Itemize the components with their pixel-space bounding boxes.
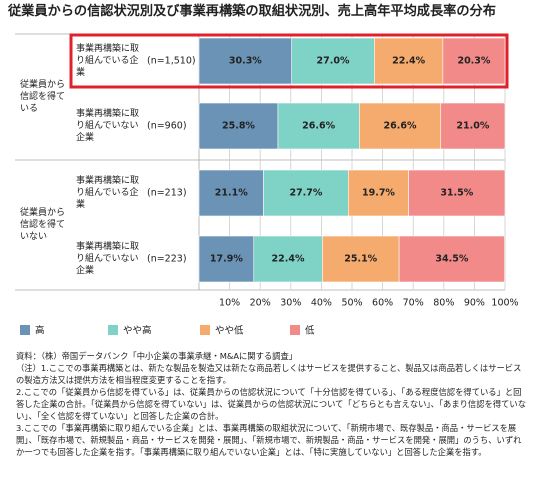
legend-swatch [20,325,30,335]
legend-label: やや低 [215,325,244,337]
legend-swatch [200,325,210,335]
x-tick-label: 10% [219,298,240,309]
value-label: 22.4% [272,254,305,265]
category-label: 事業再構築に取り組んでいない企業 [76,242,140,276]
value-label: 19.7% [362,188,395,199]
value-label: 21.0% [456,121,489,132]
group-label: 従業員から信認を得ている [20,80,66,114]
value-label: 26.6% [302,121,335,132]
bar-segment [322,235,400,283]
bar-segment [374,37,444,85]
category-label: 事業再構築に取り組んでいない企業 [76,109,140,143]
value-label: 17.9% [210,254,243,265]
value-label: 27.0% [317,56,350,67]
category-label: 事業再構築に取り組んでいる企業 [76,44,140,78]
value-label: 27.7% [289,188,322,199]
x-tick-label: 80% [433,298,454,309]
bar-segment [253,235,323,283]
sample-size: (n=1,510) [147,56,196,67]
sample-size: (n=213) [147,188,187,199]
value-label: 21.1% [215,188,248,199]
chart-title: 従業員からの信認状況別及び事業再構築の取組状況別、売上高年平均成長率の分布 [7,2,496,19]
note: 資料：（株）帝国データバンク「中小企業の事業承継・M&Aに関する調査」 [16,351,298,361]
x-tick-label: 60% [372,298,393,309]
bar-segment [291,37,375,85]
value-label: 20.3% [457,56,490,67]
bar-segment [442,37,506,85]
bar-segment [440,102,506,150]
x-tick-label: 30% [280,298,301,309]
note: （注）1.ここでの事業再構築とは、新たな製品を製造又は新たな商品若しくはサービス… [16,363,522,385]
x-tick-label: 90% [464,298,485,309]
sample-size: (n=960) [147,121,187,132]
legend-swatch [290,325,300,335]
bar-segment [277,102,360,150]
bar-segment [198,102,279,150]
category-label: 事業再構築に取り組んでいる企業 [76,176,140,210]
value-label: 25.8% [222,121,255,132]
bar-segment [408,169,506,217]
x-tick-label: 50% [341,298,362,309]
notes: 資料：（株）帝国データバンク「中小企業の事業承継・M&Aに関する調査」 （注）1.… [16,350,526,458]
legend-label: やや高 [123,325,152,337]
legend-label: 低 [305,325,315,337]
value-label: 22.4% [392,56,425,67]
note: 2.ここでの「従業員から信認を得ている」は、従業員からの信認状況について「十分信… [16,387,527,421]
x-tick-label: 70% [403,298,424,309]
note: 3.ここでの「事業再構築に取り組んでいる企業」とは、事業再構築の取組状況について… [16,423,522,457]
legend-label: 高 [35,325,45,337]
bar-segment [198,235,255,283]
legend-swatch [108,325,118,335]
x-tick-label: 40% [311,298,332,309]
x-tick-label: 100% [491,298,518,309]
sample-size: (n=223) [147,254,187,265]
value-label: 25.1% [344,254,377,265]
bar-segment [398,235,505,283]
bar-segment [198,169,264,217]
value-label: 34.5% [435,254,468,265]
value-label: 30.3% [229,56,262,67]
bar-segment [263,169,349,217]
highlight-box [69,33,509,89]
value-label: 26.6% [384,121,417,132]
bar-segment [359,102,442,150]
x-tick-label: 20% [250,298,271,309]
value-label: 31.5% [440,188,473,199]
group-label: 従業員から信認を得ていない [20,208,66,242]
